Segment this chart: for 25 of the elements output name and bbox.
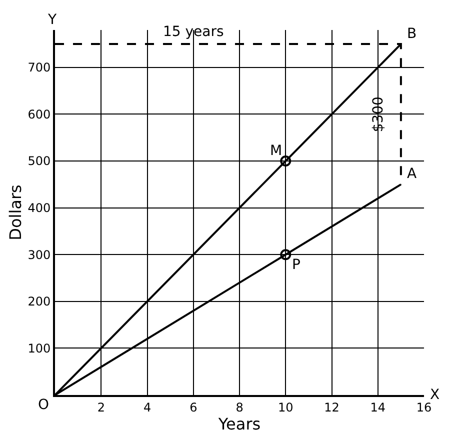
x-axis-title: Years [217, 414, 261, 434]
x-tick-label: 6 [190, 400, 198, 414]
y-tick-label: 700 [28, 60, 51, 75]
text: X [430, 387, 440, 403]
y-tick-label: 100 [28, 341, 51, 356]
y-tick-label: 500 [28, 154, 51, 168]
x-tick-label: 10 [278, 400, 294, 414]
x-tick-label: 8 [236, 400, 244, 414]
y-tick-label: 200 [28, 294, 51, 309]
y-tick-label: 300 [28, 248, 51, 262]
x-tick-label: 14 [370, 400, 386, 414]
annotation: P [292, 257, 300, 273]
series-label: A [407, 166, 417, 182]
series-label: B [407, 26, 417, 42]
annotation: 15 years [163, 24, 224, 40]
text: Y [47, 12, 57, 28]
y-tick-label: 600 [28, 107, 51, 122]
x-tick-label: 16 [416, 400, 432, 414]
annotation: M [270, 143, 282, 159]
x-tick-label: 4 [143, 400, 152, 414]
y-tick-label: 400 [28, 201, 51, 216]
y-axis-title: Dollars [6, 184, 26, 240]
x-tick-label: 12 [324, 400, 340, 414]
x-tick-label: 2 [97, 400, 105, 414]
annotation: O [38, 397, 50, 413]
